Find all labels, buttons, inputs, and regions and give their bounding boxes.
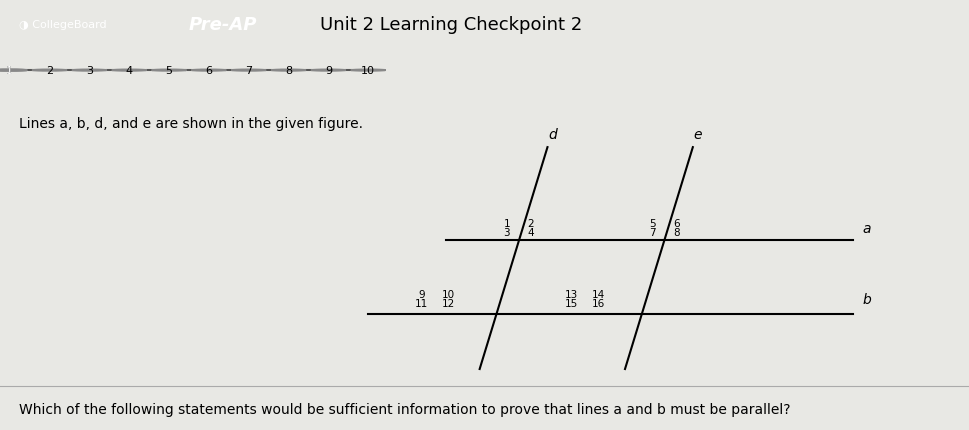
Text: ◑ CollegeBoard: ◑ CollegeBoard (19, 20, 107, 30)
Text: Unit 2 Learning Checkpoint 2: Unit 2 Learning Checkpoint 2 (320, 16, 582, 34)
Text: 7: 7 (245, 66, 252, 76)
Text: e: e (694, 128, 702, 141)
Text: 5: 5 (649, 218, 655, 228)
Text: 6: 6 (205, 66, 212, 76)
Circle shape (271, 70, 306, 72)
Text: a: a (862, 221, 871, 235)
Text: 3: 3 (86, 66, 93, 76)
Text: 4: 4 (528, 227, 534, 237)
Text: d: d (547, 128, 557, 141)
Circle shape (111, 70, 146, 72)
Text: 3: 3 (504, 227, 510, 237)
Text: 2: 2 (528, 218, 534, 228)
Circle shape (192, 70, 227, 72)
Text: 11: 11 (415, 298, 428, 308)
Text: 4: 4 (126, 66, 133, 76)
Text: 8: 8 (285, 66, 292, 76)
Text: Which of the following statements would be sufficient information to prove that : Which of the following statements would … (19, 402, 791, 416)
Text: 15: 15 (565, 298, 578, 308)
Text: 12: 12 (442, 298, 455, 308)
Text: b: b (862, 292, 871, 306)
Circle shape (232, 70, 266, 72)
Circle shape (311, 70, 346, 72)
Text: 7: 7 (649, 227, 655, 237)
Text: 14: 14 (592, 289, 606, 299)
Text: 1: 1 (504, 218, 510, 228)
Text: Pre-AP: Pre-AP (189, 16, 257, 34)
Circle shape (32, 70, 67, 72)
Text: 8: 8 (673, 227, 679, 237)
Text: 2: 2 (46, 66, 53, 76)
Circle shape (72, 70, 107, 72)
Circle shape (0, 70, 27, 72)
Text: 13: 13 (565, 289, 578, 299)
Circle shape (151, 70, 186, 72)
Text: 1: 1 (6, 66, 14, 76)
Circle shape (0, 70, 27, 72)
Text: 5: 5 (166, 66, 172, 76)
Circle shape (351, 70, 386, 72)
Text: 16: 16 (592, 298, 606, 308)
Text: 1: 1 (6, 66, 14, 76)
Text: 9: 9 (419, 289, 424, 299)
Text: 10: 10 (361, 66, 375, 76)
Text: 10: 10 (442, 289, 455, 299)
Text: 6: 6 (673, 218, 679, 228)
Text: Lines a, b, d, and e are shown in the given figure.: Lines a, b, d, and e are shown in the gi… (19, 117, 363, 131)
Text: 9: 9 (325, 66, 332, 76)
